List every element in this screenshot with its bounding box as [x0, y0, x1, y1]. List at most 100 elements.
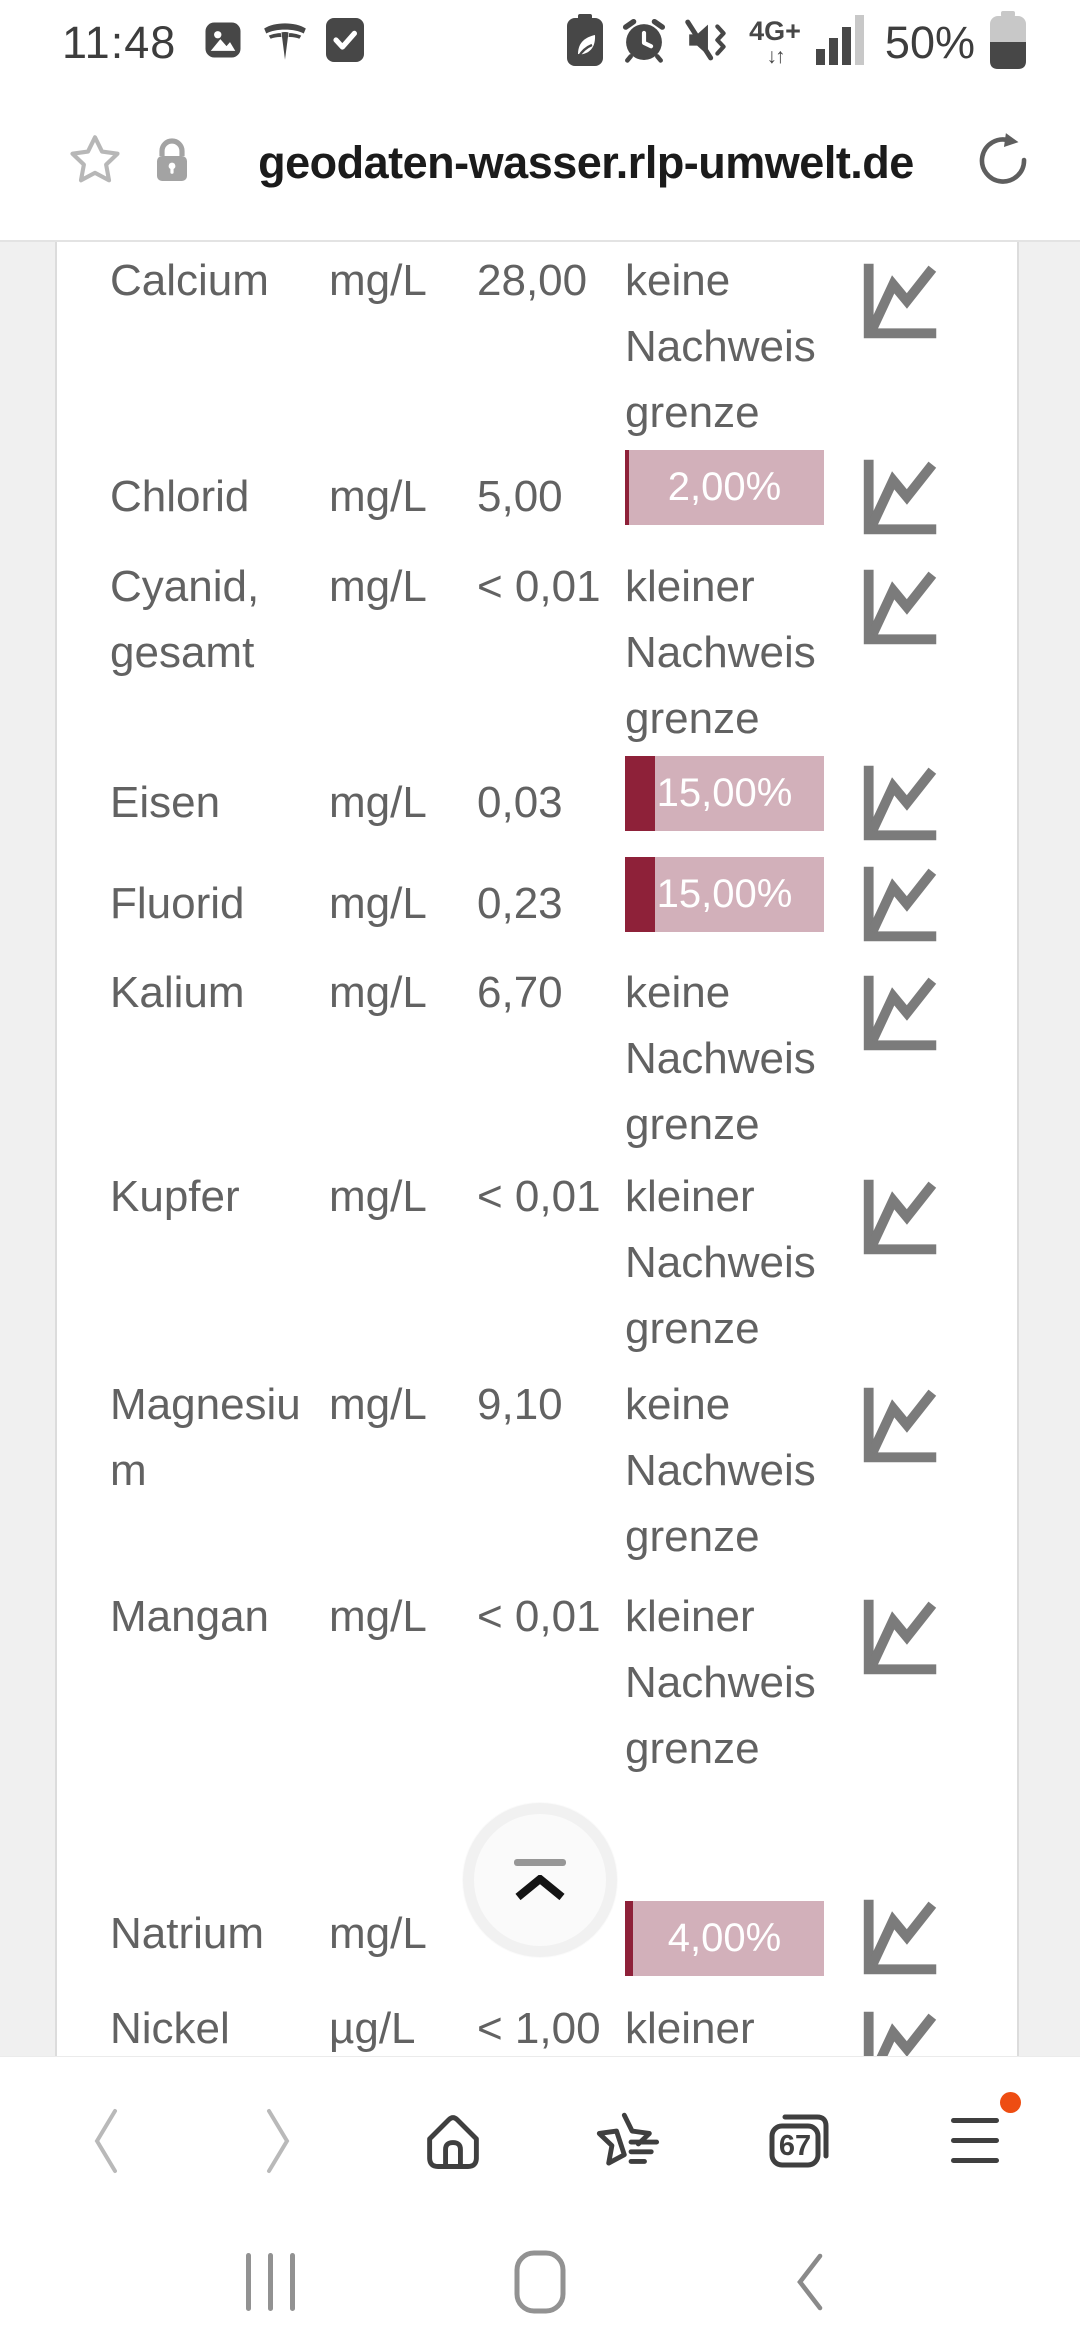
page-viewport: Calcium mg/L 28,00 keine Nachweisgrenze … [0, 240, 1080, 2056]
bookmarks-icon[interactable] [567, 2107, 687, 2175]
alarm-icon [619, 15, 669, 70]
battery-percent: 50% [884, 16, 975, 68]
limit-cell: keine Nachweisgrenze [625, 248, 854, 446]
limit-cell: kleiner Nachweisgrenze [625, 554, 854, 752]
gallery-icon [202, 19, 244, 66]
menu-icon[interactable] [915, 2092, 1035, 2163]
trend-chart-icon[interactable] [854, 450, 948, 544]
table-row: Kalium mg/L 6,70 keine Nachweisgrenze [110, 954, 1017, 1158]
limit-status: keine Nachweisgrenze [625, 968, 816, 1149]
trend-chart-icon[interactable] [854, 1584, 948, 1786]
parameter-name: Natrium [110, 1909, 265, 1958]
trend-chart-icon[interactable] [854, 1786, 948, 1984]
trend-chart-icon[interactable] [854, 1996, 948, 2056]
measurement-table: Calcium mg/L 28,00 keine Nachweisgrenze … [55, 242, 1019, 2056]
home-icon[interactable] [393, 2107, 513, 2175]
limit-percent-label: 2,00% [667, 465, 782, 509]
table-row: Chlorid mg/L 5,00 2,00% [110, 446, 1017, 548]
refresh-icon[interactable] [974, 131, 1032, 194]
scroll-to-top-button[interactable] [474, 1814, 606, 1946]
limit-status: kleiner Nachweisgrenze [625, 562, 816, 743]
limit-cell: kleiner Nachweisgrenze [625, 1164, 854, 1362]
limit-bar-fill [625, 1901, 633, 1976]
parameter-unit: mg/L [329, 778, 427, 827]
table-row: Fluorid mg/L 0,23 15,00% [110, 854, 1017, 954]
limit-bar-fill [625, 756, 655, 831]
scroll-to-top-icon [514, 1859, 566, 1866]
limit-status: keine Nachweisgrenze [625, 1380, 816, 1561]
limit-bar-fill [625, 857, 655, 932]
limit-percent-label: 15,00% [656, 872, 793, 916]
parameter-value: 0,23 [477, 879, 563, 928]
signal-bars-icon [815, 15, 866, 70]
parameter-value: < 0,01 [477, 1592, 601, 1641]
parameter-value: < 0,01 [477, 562, 601, 611]
parameter-unit: mg/L [329, 562, 427, 611]
parameter-unit: mg/L [329, 879, 427, 928]
table-row: Cyanid, gesamt mg/L < 0,01 kleiner Nachw… [110, 548, 1017, 752]
parameter-unit: mg/L [329, 1592, 427, 1641]
limit-status: kleiner Nachweisgrenze [625, 1172, 816, 1353]
trend-chart-icon[interactable] [854, 857, 948, 951]
limit-percent-label: 4,00% [667, 1916, 782, 1960]
trend-chart-icon[interactable] [854, 1164, 948, 1362]
parameter-value: < 1,00 [477, 2004, 601, 2053]
home-pill-icon[interactable] [485, 2249, 595, 2315]
bookmark-star-icon[interactable] [66, 131, 124, 194]
parameter-unit: mg/L [329, 1172, 427, 1221]
limit-bar-fill [625, 450, 629, 525]
limit-bar: 2,00% [625, 450, 824, 525]
trend-chart-icon[interactable] [854, 960, 948, 1158]
limit-status: kleiner Nachweisgrenze [625, 1592, 816, 1773]
limit-cell: 4,00% [625, 1786, 854, 1995]
limit-status: kleiner [625, 2004, 755, 2053]
parameter-value: 28,00 [477, 256, 588, 305]
lock-icon[interactable] [152, 136, 192, 189]
limit-status: keine Nachweisgrenze [625, 256, 816, 437]
back-icon[interactable] [45, 2103, 165, 2179]
recents-icon[interactable] [215, 2253, 325, 2311]
address-bar: geodaten-wasser.rlp-umwelt.de [0, 85, 1080, 240]
trend-chart-icon[interactable] [854, 1372, 948, 1574]
table-row: Mangan mg/L < 0,01 kleiner Nachweisgrenz… [110, 1574, 1017, 1786]
url-text[interactable]: geodaten-wasser.rlp-umwelt.de [258, 136, 914, 188]
parameter-unit: mg/L [329, 472, 427, 521]
parameter-name: Calcium [110, 256, 269, 305]
table-row: Magnesium mg/L 9,10 keine Nachweisgrenze [110, 1362, 1017, 1574]
trend-chart-icon[interactable] [854, 554, 948, 752]
trend-chart-icon[interactable] [854, 248, 948, 446]
tesla-icon [260, 19, 310, 66]
parameter-name: Kalium [110, 968, 245, 1017]
parameter-unit: mg/L [329, 256, 427, 305]
parameter-value: 6,70 [477, 968, 563, 1017]
parameter-unit: mg/L [329, 1909, 427, 1958]
browser-nav-bar: 67 [0, 2056, 1080, 2224]
battery-saver-icon [566, 14, 604, 71]
parameter-value: 0,03 [477, 778, 563, 827]
parameter-name: Chlorid [110, 472, 250, 521]
table-row: Kupfer mg/L < 0,01 kleiner Nachweisgrenz… [110, 1158, 1017, 1362]
limit-bar: 15,00% [625, 756, 824, 831]
trend-chart-icon[interactable] [854, 756, 948, 850]
limit-cell: keine Nachweisgrenze [625, 1372, 854, 1574]
system-nav-bar [0, 2224, 1080, 2340]
parameter-value: 9,10 [477, 1380, 563, 1429]
checkbox-icon [326, 18, 365, 67]
tabs-icon[interactable]: 67 [741, 2110, 861, 2172]
limit-percent-label: 15,00% [656, 771, 793, 815]
notification-dot [1000, 2092, 1021, 2113]
limit-cell: kleiner Nachweisgrenze [625, 1584, 854, 1786]
parameter-name: Eisen [110, 778, 221, 827]
table-row: Eisen mg/L 0,03 15,00% [110, 752, 1017, 854]
limit-cell: 15,00% [625, 857, 854, 951]
clock: 11:48 [62, 16, 177, 68]
table-row: Calcium mg/L 28,00 keine Nachweisgrenze [110, 242, 1017, 446]
parameter-unit: mg/L [329, 1380, 427, 1429]
limit-cell: keine Nachweisgrenze [625, 960, 854, 1158]
mute-vibrate-icon [684, 15, 734, 70]
limit-cell: kleiner [625, 1996, 854, 2056]
back-chevron-icon[interactable] [755, 2250, 865, 2314]
parameter-name: Magnesium [110, 1380, 301, 1495]
forward-icon[interactable] [219, 2103, 339, 2179]
parameter-unit: mg/L [329, 968, 427, 1017]
